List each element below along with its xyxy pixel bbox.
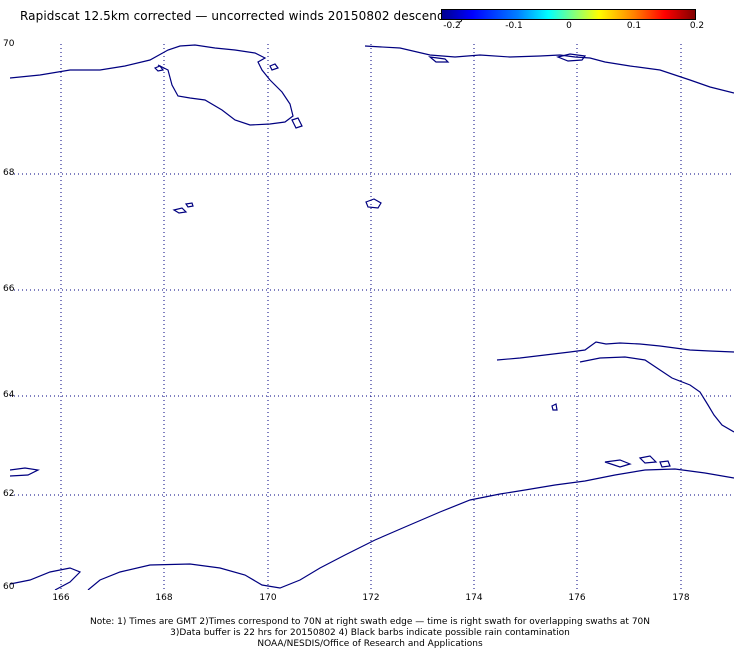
graticule bbox=[10, 44, 734, 590]
island-small-1 bbox=[172, 202, 194, 214]
map-area bbox=[10, 44, 734, 590]
lon-label: 176 bbox=[568, 593, 586, 603]
coastline-north-islets bbox=[153, 63, 303, 129]
lat-label: 68 bbox=[3, 168, 15, 178]
coastline-chukotka-east-inner bbox=[579, 356, 734, 433]
footnote-line: Note: 1) Times are GMT 2)Times correspon… bbox=[89, 617, 651, 627]
coastline-st-lawrence-islet bbox=[551, 403, 558, 411]
coastline-alaska-south-islands bbox=[604, 455, 671, 468]
coastline-chukotka-north bbox=[10, 44, 294, 126]
coastline-wrangel-area bbox=[364, 45, 734, 94]
lon-label: 168 bbox=[155, 593, 173, 603]
lat-label: 60 bbox=[3, 582, 15, 592]
lat-label: 62 bbox=[3, 489, 15, 499]
lat-label: 70 bbox=[3, 39, 15, 49]
colorbar-tick-label: -0.1 bbox=[505, 21, 523, 31]
coastline-southwest bbox=[10, 567, 82, 590]
lon-label: 178 bbox=[672, 593, 690, 603]
coastline-chukotka-east bbox=[496, 341, 734, 361]
map-title: Rapidscat 12.5km corrected — uncorrected… bbox=[20, 9, 464, 23]
coastline-wrangel-bay bbox=[428, 53, 587, 63]
lat-label: 64 bbox=[3, 390, 15, 400]
colorbar-tick-label: 0 bbox=[566, 21, 572, 31]
footnote-line: 3)Data buffer is 22 hrs for 20150802 4) … bbox=[170, 628, 570, 638]
coastline-west-fragment bbox=[10, 467, 40, 477]
lat-label: 66 bbox=[3, 284, 15, 294]
colorbar-tick-label: 0.2 bbox=[689, 21, 705, 31]
colorbar bbox=[441, 9, 696, 20]
footnote-credit: NOAA/NESDIS/Office of Research and Appli… bbox=[257, 639, 483, 649]
lon-label: 172 bbox=[362, 593, 380, 603]
coastline-alaska-south bbox=[87, 468, 734, 590]
colorbar-tick-label: 0.1 bbox=[626, 21, 642, 31]
island-small-2 bbox=[365, 198, 382, 209]
lon-label: 166 bbox=[52, 593, 70, 603]
lon-label: 174 bbox=[465, 593, 483, 603]
coastlines bbox=[10, 44, 734, 590]
lon-label: 170 bbox=[259, 593, 277, 603]
colorbar-tick-label: -0.2 bbox=[443, 21, 461, 31]
